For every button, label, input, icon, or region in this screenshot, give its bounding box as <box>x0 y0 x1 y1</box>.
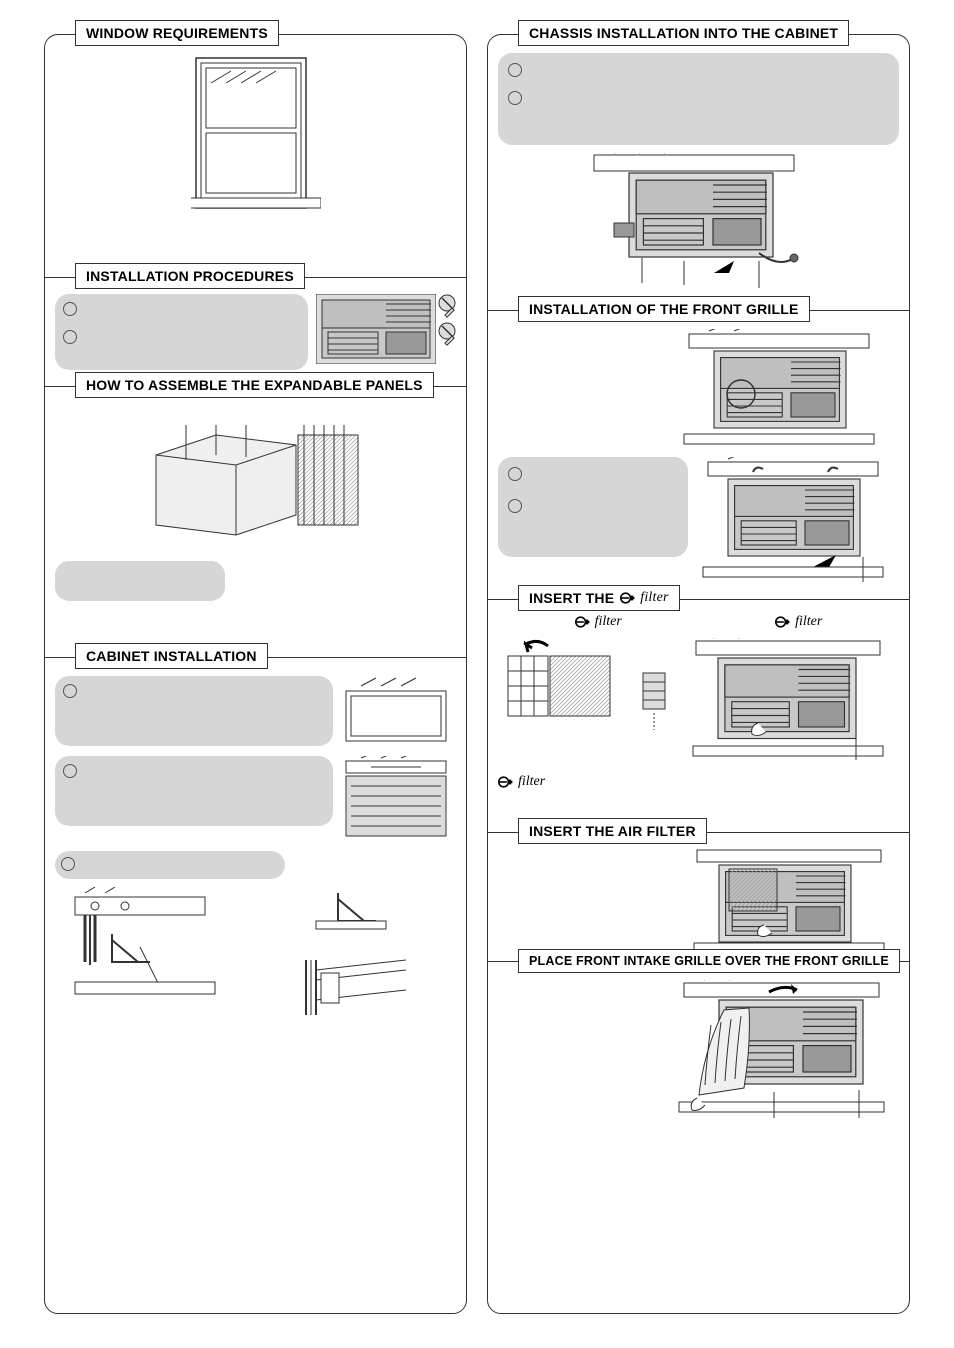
heading-air-filter: INSERT THE AIR FILTER <box>518 818 707 844</box>
grille-step2-illustration <box>698 457 888 587</box>
section-expandable-panels: HOW TO ASSEMBLE THE EXPANDABLE PANELS <box>45 387 466 657</box>
panels-illustration <box>126 405 386 555</box>
filter-logo-text: filter <box>640 590 668 606</box>
right-column: CHASSIS INSTALLATION INTO THE CABINET <box>487 34 910 1314</box>
heading-chassis-installation: CHASSIS INSTALLATION INTO THE CABINET <box>518 20 849 46</box>
screw-icon <box>438 322 456 346</box>
grille-text-redacted <box>498 457 688 557</box>
heading-insert-efilter: INSERT THE filter <box>518 585 680 611</box>
section-installation-procedures: INSTALLATION PROCEDURES <box>45 278 466 386</box>
air-filter-illustration <box>689 847 889 957</box>
section-chassis-installation: CHASSIS INSTALLATION INTO THE CABINET <box>488 35 909 310</box>
section-intake-grille: PLACE FRONT INTAKE GRILLE OVER THE FRONT… <box>488 962 909 1142</box>
heading-front-grille: INSTALLATION OF THE FRONT GRILLE <box>518 296 810 322</box>
efilter-panel-illustration <box>498 638 628 758</box>
filter-icon <box>498 774 514 790</box>
heading-window-requirements: WINDOW REQUIREMENTS <box>75 20 279 46</box>
filter-logo-text: filter <box>795 614 822 630</box>
screw-icon <box>438 294 456 318</box>
bullet-icon <box>508 91 522 105</box>
cabinet-step1-illustration <box>341 676 456 746</box>
panels-text-redacted <box>55 561 225 601</box>
filter-icon <box>775 614 791 630</box>
bullet-icon <box>61 857 75 871</box>
window-illustration <box>191 53 321 218</box>
section-front-grille: INSTALLATION OF THE FRONT GRILLE <box>488 311 909 599</box>
filter-logo: filter <box>575 614 622 630</box>
chassis-text-redacted <box>498 53 899 145</box>
filter-logo: filter <box>775 614 822 630</box>
bullet-icon <box>63 330 77 344</box>
procedure-illustration <box>316 294 456 376</box>
section-cabinet-installation: CABINET INSTALLATION <box>45 658 466 1178</box>
chassis-illustration <box>584 153 814 298</box>
bullet-icon <box>508 63 522 77</box>
filter-logo: filter <box>498 774 545 790</box>
bullet-icon <box>508 499 522 513</box>
heading-expandable-panels: HOW TO ASSEMBLE THE EXPANDABLE PANELS <box>75 372 434 398</box>
heading-installation-procedures: INSTALLATION PROCEDURES <box>75 263 305 289</box>
cabinet-bracket-illustration <box>55 887 225 1017</box>
cabinet-step3-redacted <box>55 851 285 879</box>
left-column: WINDOW REQUIREMENTS INSTALLATION PROCEDU… <box>44 34 467 1314</box>
heading-cabinet-installation: CABINET INSTALLATION <box>75 643 268 669</box>
efilter-unit-illustration <box>688 638 888 768</box>
section-air-filter: INSERT THE AIR FILTER <box>488 833 909 961</box>
heading-intake-grille: PLACE FRONT INTAKE GRILLE OVER THE FRONT… <box>518 949 900 973</box>
heading-text: INSERT THE <box>529 590 614 606</box>
grille-step1-illustration <box>679 329 879 449</box>
cabinet-step2-redacted <box>55 756 333 826</box>
cabinet-step2-illustration <box>341 756 456 841</box>
intake-grille-illustration <box>669 980 889 1130</box>
sash-lock-illustration <box>286 955 416 1025</box>
bullet-icon <box>63 302 77 316</box>
cabinet-step1-redacted <box>55 676 333 746</box>
efilter-insert-illustration <box>638 668 678 748</box>
procedure-text-redacted <box>55 294 308 370</box>
filter-icon <box>620 590 636 606</box>
bracket-detail-illustration <box>311 887 391 935</box>
filter-logo-text: filter <box>518 774 545 790</box>
bullet-icon <box>63 764 77 778</box>
filter-icon <box>575 614 591 630</box>
filter-logo: filter <box>620 590 668 606</box>
bullet-icon <box>508 467 522 481</box>
section-window-requirements: WINDOW REQUIREMENTS <box>45 35 466 277</box>
section-insert-efilter: INSERT THE filter filter filter <box>488 600 909 832</box>
bullet-icon <box>63 684 77 698</box>
filter-logo-text: filter <box>595 614 622 630</box>
